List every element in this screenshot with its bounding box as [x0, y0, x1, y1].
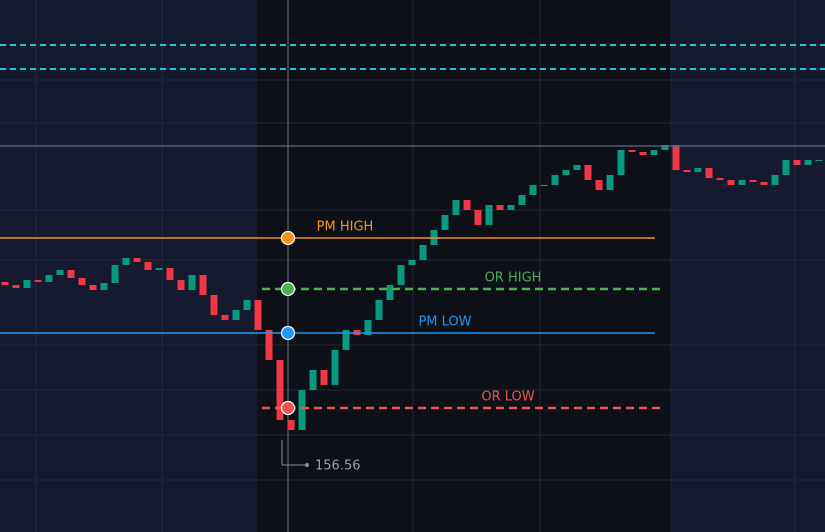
candle-body: [232, 310, 240, 320]
candle-body: [166, 268, 174, 280]
candle-body: [518, 195, 526, 205]
candle-body: [309, 370, 317, 390]
candle-body: [155, 268, 163, 270]
candle-body: [573, 165, 581, 170]
candle-body: [199, 275, 207, 295]
candle-body: [56, 270, 64, 275]
candle-body: [606, 175, 614, 190]
candle-body: [122, 258, 130, 265]
candle-body: [595, 180, 603, 190]
candle-body: [133, 258, 141, 262]
candle-body: [144, 262, 152, 270]
candle-body: [815, 160, 823, 161]
level-label: PM LOW: [418, 315, 471, 330]
candle-body: [23, 280, 31, 288]
candle-body: [1, 282, 9, 285]
candle-body: [793, 160, 801, 165]
candle-body: [562, 170, 570, 175]
candle-body: [727, 180, 735, 185]
candle-body: [265, 330, 273, 360]
candle-body: [78, 278, 86, 285]
candle-body: [804, 160, 812, 165]
candle-body: [584, 165, 592, 180]
candle-body: [342, 330, 350, 350]
candle-body: [628, 150, 636, 152]
candle-body: [683, 170, 691, 172]
candle-body: [672, 145, 680, 170]
candle-body: [276, 360, 284, 420]
candle-body: [496, 205, 504, 210]
candle-body: [34, 280, 42, 282]
low-marker-dot: [305, 463, 309, 467]
candle-body: [661, 145, 669, 150]
candle-body: [474, 210, 482, 225]
candle-body: [177, 280, 185, 290]
candle-body: [243, 300, 251, 310]
candle-body: [89, 285, 97, 290]
candle-body: [760, 182, 768, 185]
candle-body: [221, 315, 229, 320]
candle-body: [254, 300, 262, 330]
candle-body: [738, 180, 746, 185]
candle-body: [782, 160, 790, 175]
candle-body: [188, 275, 196, 290]
candle-body: [650, 150, 658, 155]
candle-body: [485, 205, 493, 225]
candle-body: [716, 178, 724, 180]
candle-body: [529, 185, 537, 195]
candle-body: [397, 265, 405, 285]
candle-body: [320, 370, 328, 385]
candle-body: [441, 215, 449, 230]
afterhours-bg: [670, 0, 825, 532]
candle-body: [298, 390, 306, 430]
level-label: OR HIGH: [485, 271, 542, 286]
candle-body: [386, 285, 394, 300]
candle-body: [408, 260, 416, 265]
candle-body: [375, 300, 383, 320]
candle-body: [287, 420, 295, 430]
candle-body: [210, 295, 218, 315]
candle-body: [463, 200, 471, 210]
level-dot: [280, 281, 296, 297]
candle-body: [694, 168, 702, 172]
candle-body: [540, 185, 548, 186]
candle-body: [331, 350, 339, 385]
level-dot: [280, 400, 296, 416]
candle-body: [452, 200, 460, 215]
session-bg: [257, 0, 670, 532]
candle-body: [419, 245, 427, 260]
premarket-bg: [0, 0, 257, 532]
candle-body: [771, 175, 779, 185]
candle-body: [111, 265, 119, 283]
candle-body: [705, 168, 713, 178]
low-marker-label: 156.56: [315, 459, 361, 474]
candle-body: [749, 180, 757, 182]
level-dot: [280, 230, 296, 246]
candle-body: [639, 152, 647, 155]
candle-body: [12, 285, 20, 288]
candle-body: [364, 320, 372, 335]
candle-body: [45, 275, 53, 282]
level-dot: [280, 325, 296, 341]
level-label: PM HIGH: [317, 220, 374, 235]
level-label: OR LOW: [481, 390, 534, 405]
candle-body: [100, 283, 108, 290]
candle-body: [67, 270, 75, 278]
candle-body: [551, 175, 559, 185]
candle-body: [507, 205, 515, 210]
candle-body: [617, 150, 625, 175]
